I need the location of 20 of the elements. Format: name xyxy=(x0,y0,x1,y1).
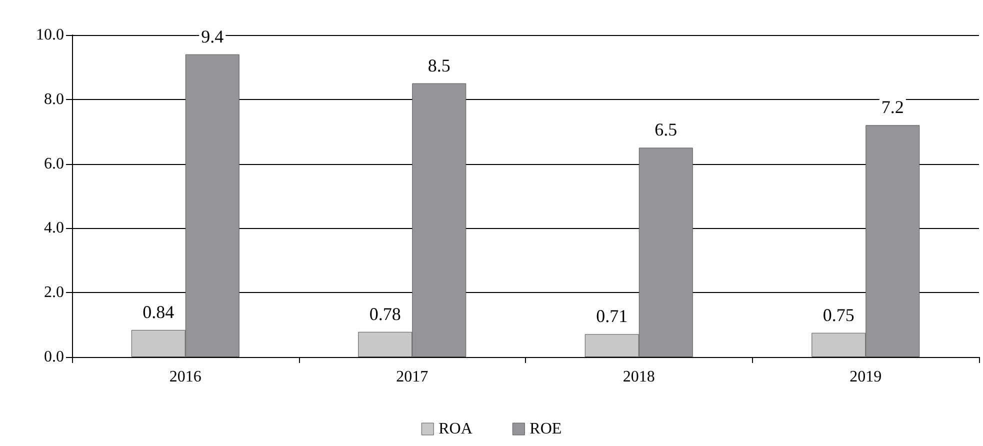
y-tick-label: 4.0 xyxy=(44,220,64,237)
x-tick-label: 2019 xyxy=(850,368,882,386)
data-label: 0.71 xyxy=(596,306,628,326)
y-tick-label: 10.0 xyxy=(36,26,64,44)
data-label: 0.84 xyxy=(142,302,174,322)
x-tick-label: 2016 xyxy=(169,368,202,386)
y-tick-label: 0.0 xyxy=(44,348,64,366)
data-label: 6.5 xyxy=(654,120,678,140)
data-label: 8.5 xyxy=(428,55,450,76)
y-tick-label: 8.0 xyxy=(44,90,64,108)
y-tick-label: 2.0 xyxy=(44,284,64,302)
data-label: 0.78 xyxy=(369,304,401,324)
x-tick-label: 2018 xyxy=(622,368,655,386)
data-label: 9.4 xyxy=(201,26,224,46)
legend-label: ROE xyxy=(530,420,562,438)
legend-label: ROA xyxy=(438,420,473,438)
data-label: 7.2 xyxy=(881,97,904,118)
data-label: 0.75 xyxy=(822,304,854,325)
y-tick-label: 6.0 xyxy=(44,155,64,172)
x-tick-label: 2017 xyxy=(396,368,428,386)
